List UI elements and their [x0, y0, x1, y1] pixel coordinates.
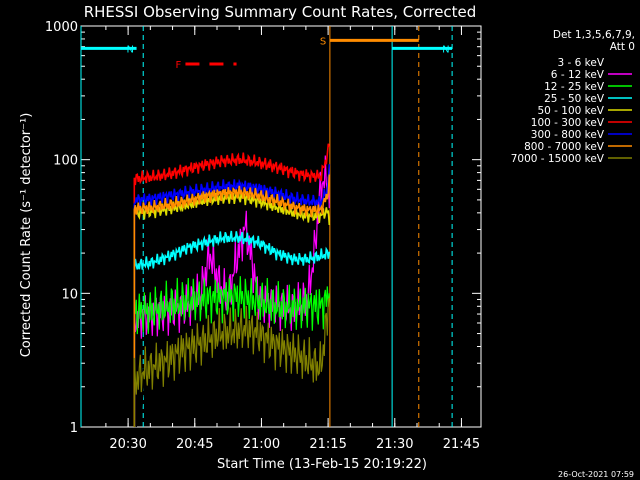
- plot-layer: 1 10 100 1000 20:30 20:45 21:00 21:15 21:30 21:45…: [45, 20, 635, 452]
- legend-entry-label: 25 - 50 keV: [544, 93, 605, 105]
- footer-timestamp: 26-Oct-2021 07:59: [558, 470, 634, 479]
- flag-label: S: [320, 36, 326, 47]
- series-line: [133, 143, 331, 427]
- series-line: [133, 276, 330, 427]
- legend-header: Det 1,3,5,6,7,9,: [553, 29, 635, 41]
- flag-label: N: [442, 44, 449, 55]
- legend-entry-label: 50 - 100 keV: [537, 105, 604, 117]
- series-line: [133, 164, 331, 427]
- x-tick-label: 21:30: [376, 437, 413, 452]
- series-line: [133, 203, 330, 428]
- series-line: [133, 230, 331, 427]
- flag-label: F: [175, 60, 181, 71]
- legend-header: Att 0: [610, 41, 635, 53]
- legend-entry-label: 6 - 12 keV: [551, 69, 605, 81]
- legend-entry-label: 3 - 6 keV: [557, 57, 604, 69]
- x-axis-label: Start Time (13-Feb-15 20:19:22): [217, 457, 427, 472]
- y-tick-label: 10: [61, 287, 78, 302]
- chart-title: RHESSI Observing Summary Count Rates, Co…: [84, 3, 477, 21]
- y-axis-label: Corrected Count Rate (s⁻¹ detector⁻¹): [19, 113, 34, 358]
- series-line: [133, 297, 330, 427]
- legend-entry-label: 7000 - 15000 keV: [511, 153, 605, 165]
- x-tick-label: 21:00: [243, 437, 280, 452]
- x-tick-label: 21:45: [443, 437, 480, 452]
- legend-entry-label: 12 - 25 keV: [544, 81, 605, 93]
- legend-entry-label: 800 - 7000 keV: [524, 141, 605, 153]
- x-tick-label: 20:30: [109, 437, 146, 452]
- flag-label: N: [127, 44, 134, 55]
- x-tick-label: 20:45: [176, 437, 213, 452]
- y-tick-label: 1000: [45, 20, 78, 35]
- y-tick-label: 100: [53, 154, 78, 169]
- legend-entry-label: 300 - 800 keV: [531, 129, 605, 141]
- y-tick-label: 1: [70, 421, 78, 436]
- legend-entry-label: 100 - 300 keV: [531, 117, 605, 129]
- x-tick-label: 21:15: [309, 437, 346, 452]
- series-line: [133, 174, 331, 427]
